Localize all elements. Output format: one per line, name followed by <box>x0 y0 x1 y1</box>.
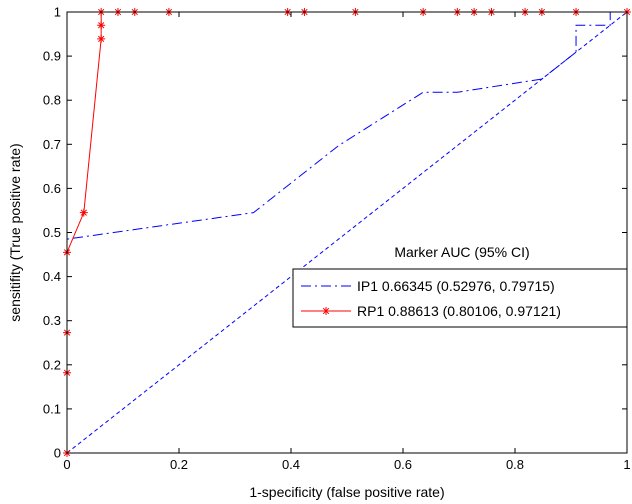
x-tick-label: 0.6 <box>394 457 412 472</box>
y-tick-label: 0 <box>54 446 61 461</box>
x-axis-label: 1-specificity (false positive rate) <box>249 484 444 500</box>
rp1-star-marker <box>79 208 88 217</box>
legend-star-marker <box>322 307 330 315</box>
rp1-star-marker <box>97 21 106 30</box>
y-tick-label: 0.4 <box>43 269 61 284</box>
x-tick-label: 0.2 <box>170 457 188 472</box>
series-line-ip1 <box>66 11 627 453</box>
y-tick-label: 0.3 <box>43 313 61 328</box>
y-tick-label: 0.1 <box>43 401 61 416</box>
y-tick-label: 0.6 <box>43 181 61 196</box>
x-tick-label: 0.8 <box>506 457 524 472</box>
x-tick-label: 1 <box>623 457 630 472</box>
legend-title: Marker AUC (95% CI) <box>394 244 529 260</box>
x-tick-label: 0 <box>63 457 70 472</box>
legend-entry-rp1: RP1 0.88613 (0.80106, 0.97121) <box>357 303 561 319</box>
y-tick-label: 0.2 <box>43 357 61 372</box>
y-tick-label: 0.9 <box>43 49 61 64</box>
legend-entry-ip1: IP1 0.66345 (0.52976, 0.79715) <box>357 278 555 294</box>
rp1-star-marker <box>97 34 106 43</box>
plot-area <box>67 12 627 453</box>
y-tick-label: 0.5 <box>43 225 61 240</box>
y-axis-label: sensitifity (True positive rate) <box>7 143 23 321</box>
y-tick-label: 0.8 <box>43 93 61 108</box>
legend-box <box>292 268 628 328</box>
y-tick-label: 0.7 <box>43 137 61 152</box>
y-tick-label: 1 <box>54 5 61 20</box>
x-tick-label: 0.4 <box>282 457 300 472</box>
